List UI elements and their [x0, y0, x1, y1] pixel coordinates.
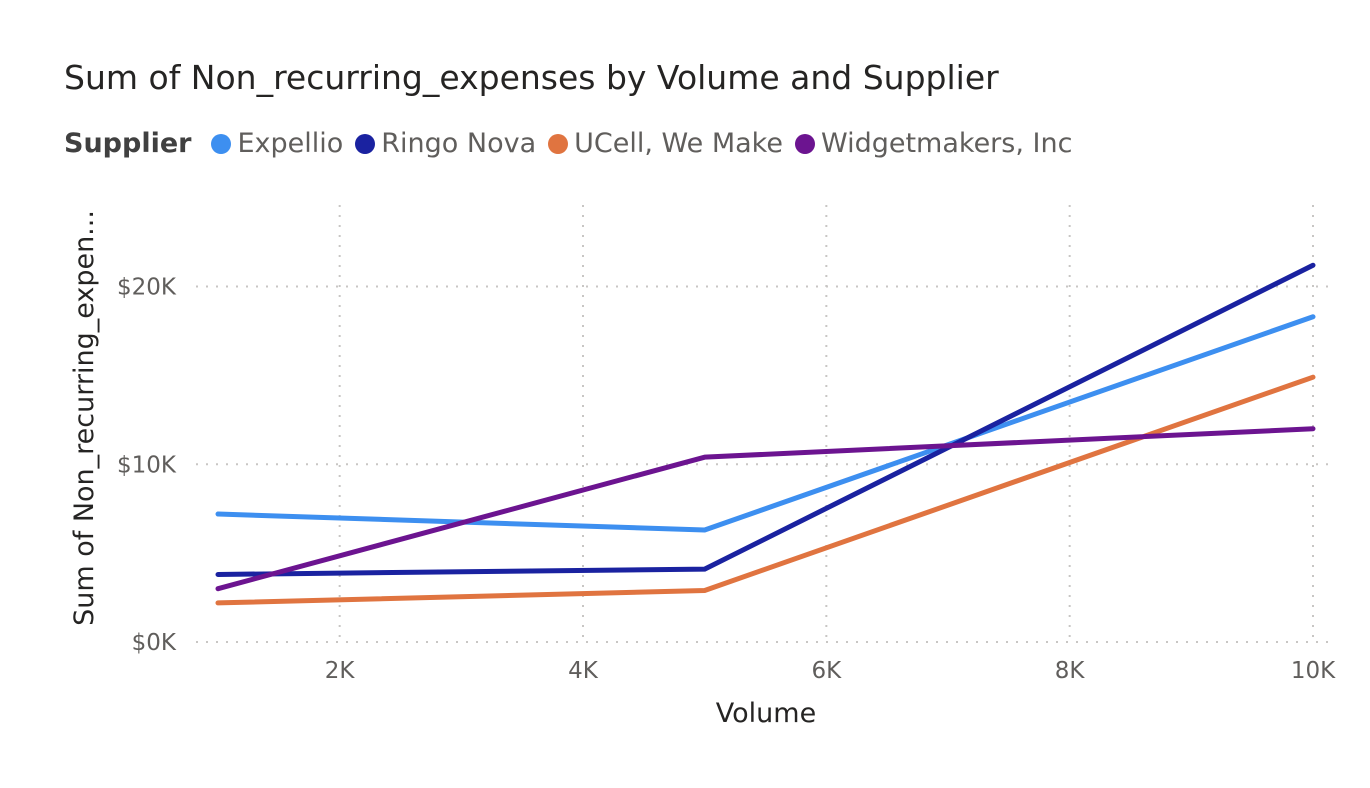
y-tick-label: $0K	[132, 630, 177, 656]
series-line-ucell-we-make[interactable]	[215, 374, 1316, 606]
series-line-widgetmakers-inc[interactable]	[215, 426, 1316, 592]
legend-dot-icon	[548, 133, 569, 154]
legend-item-expellio[interactable]: Expellio	[211, 128, 343, 159]
x-tick-label: 4K	[568, 658, 599, 684]
y-tick-label: $10K	[117, 452, 177, 478]
x-tick-label: 2K	[325, 658, 356, 684]
x-axis-title: Volume	[716, 698, 816, 729]
legend-item-ucell[interactable]: UCell, We Make	[548, 128, 783, 159]
x-tick-label: 6K	[811, 658, 842, 684]
legend-item-widgetmakers[interactable]: Widgetmakers, Inc	[794, 128, 1073, 159]
legend-label: UCell, We Make	[574, 128, 783, 159]
legend-dot-icon	[794, 133, 815, 154]
legend-title: Supplier	[64, 128, 192, 159]
y-axis-title: Sum of Non_recurring_expen...	[69, 210, 100, 626]
y-tick-label: $20K	[117, 275, 177, 301]
chart-title: Sum of Non_recurring_expenses by Volume …	[64, 58, 999, 97]
legend-label: Widgetmakers, Inc	[820, 128, 1073, 159]
x-axis-ticks: 2K 4K 6K 8K 10K	[325, 658, 1336, 684]
legend-dot-icon	[211, 133, 232, 154]
legend-label: Ringo Nova	[381, 128, 537, 159]
series-line-expellio[interactable]	[215, 314, 1316, 533]
legend-item-ringo-nova[interactable]: Ringo Nova	[355, 128, 536, 159]
gridlines	[196, 205, 1335, 643]
x-tick-label: 10K	[1291, 658, 1336, 684]
legend-label: Expellio	[237, 128, 344, 159]
legend: Supplier Expellio Ringo Nova UCell, We M…	[64, 128, 1084, 159]
series-line-ringo-nova[interactable]	[215, 262, 1316, 577]
x-tick-label: 8K	[1055, 658, 1086, 684]
y-axis-ticks: $0K $10K $20K	[117, 275, 177, 656]
series-lines	[215, 262, 1316, 606]
legend-dot-icon	[355, 133, 376, 154]
